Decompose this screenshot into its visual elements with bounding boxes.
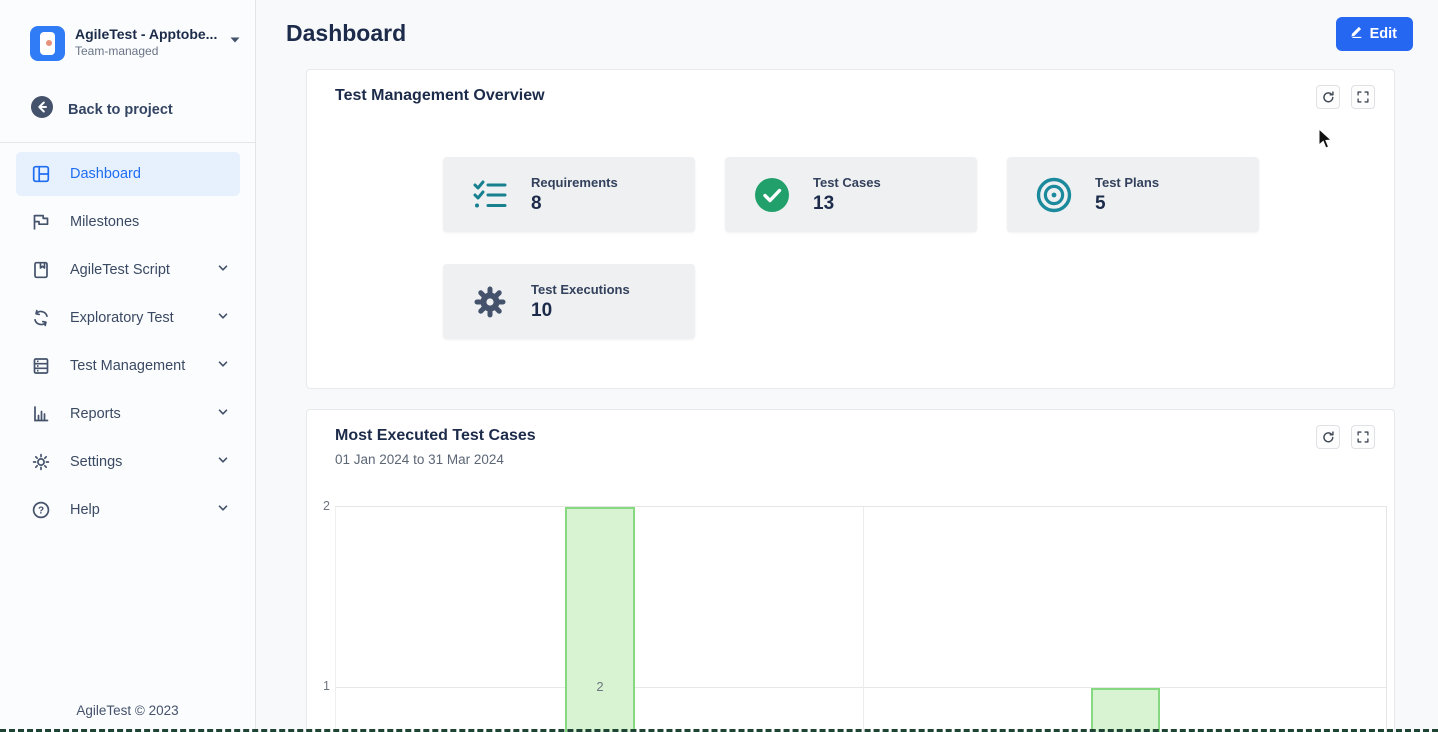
caret-down-icon: [229, 31, 241, 49]
checklist-icon: [473, 180, 507, 207]
sidebar-item-label: Milestones: [70, 214, 140, 230]
tile-value: 10: [531, 299, 553, 321]
edit-button[interactable]: Edit: [1335, 16, 1413, 51]
sidebar-item-label: AgileTest Script: [70, 262, 170, 278]
chart-bar: [1091, 688, 1160, 732]
milestone-flag-icon: [33, 214, 49, 230]
sidebar-item-settings[interactable]: Settings: [16, 440, 240, 484]
check-circle-icon: [755, 177, 789, 212]
chart-card: Most Executed Test Cases 01 Jan 2024 to …: [306, 409, 1395, 732]
mouse-cursor: [1318, 127, 1334, 155]
bar-value-label: 2: [596, 679, 604, 694]
expand-button[interactable]: [1351, 85, 1375, 109]
chevron-down-icon: [216, 453, 230, 472]
tile-label: Requirements: [531, 174, 618, 190]
y-axis-tick: 1: [323, 679, 330, 693]
tile-test-executions: Test Executions 10: [443, 264, 695, 339]
back-to-project-button[interactable]: Back to project: [0, 77, 255, 142]
sidebar-item-reports[interactable]: Reports: [16, 392, 240, 436]
sidebar-item-milestones[interactable]: Milestones: [16, 200, 240, 244]
tile-value: 8: [531, 192, 542, 214]
tile-label: Test Executions: [531, 281, 630, 297]
help-question-icon: ?: [32, 501, 50, 519]
tile-label: Test Plans: [1095, 174, 1160, 190]
sidebar-item-label: Test Management: [70, 358, 186, 374]
tile-test-plans: Test Plans 5: [1007, 157, 1259, 232]
bottom-dashed-line: [0, 729, 1438, 732]
back-arrow-icon: [30, 95, 54, 124]
chevron-down-icon: [216, 357, 230, 376]
sidebar-item-agiletest-script[interactable]: AgileTest Script: [16, 248, 240, 292]
y-axis-tick: 2: [323, 499, 330, 513]
refresh-button[interactable]: [1316, 85, 1340, 109]
sidebar: AgileTest - Apptobe... Team-managed Back…: [0, 0, 256, 732]
project-switcher[interactable]: AgileTest - Apptobe... Team-managed: [0, 0, 255, 77]
overview-card-title: Test Management Overview: [335, 87, 545, 104]
dashboard-icon: [32, 165, 50, 183]
tile-value: 13: [813, 192, 835, 214]
gear-icon: [32, 453, 50, 471]
refresh-icon: [1322, 430, 1334, 442]
overview-card: Test Management Overview: [306, 69, 1395, 389]
gear-solid-icon: [474, 286, 506, 317]
expand-button[interactable]: [1351, 425, 1375, 449]
sidebar-item-label: Reports: [70, 406, 121, 422]
project-type: Team-managed: [75, 44, 159, 58]
sidebar-footer: AgileTest © 2023: [76, 703, 179, 718]
sidebar-nav: Dashboard Milestones AgileTest Script Ex…: [0, 143, 255, 532]
stacked-rows-icon: [33, 358, 49, 374]
tile-label: Test Cases: [813, 174, 881, 190]
chart-card-title: Most Executed Test Cases: [335, 427, 536, 444]
refresh-icon: [1322, 90, 1334, 102]
sidebar-item-label: Help: [70, 502, 100, 518]
tile-requirements: Requirements 8: [443, 157, 695, 232]
fullscreen-icon: [1357, 431, 1369, 443]
gridline: [863, 507, 864, 732]
page-title: Dashboard: [286, 20, 407, 46]
sidebar-item-dashboard[interactable]: Dashboard: [16, 152, 240, 196]
sidebar-divider: [0, 142, 255, 143]
gridline: [336, 687, 1386, 688]
fullscreen-icon: [1357, 91, 1369, 103]
chart-date-range: 01 Jan 2024 to 31 Mar 2024: [335, 452, 504, 467]
project-avatar: [30, 26, 65, 61]
sync-arrows-icon: [34, 309, 48, 327]
sidebar-item-exploratory-test[interactable]: Exploratory Test: [16, 296, 240, 340]
chevron-down-icon: [216, 309, 230, 328]
sidebar-item-help[interactable]: ? Help: [16, 488, 240, 532]
back-to-project-label: Back to project: [68, 101, 173, 118]
overview-tiles: Requirements 8 Test Cases 13: [443, 157, 1366, 339]
svg-text:?: ?: [38, 506, 44, 517]
edit-button-label: Edit: [1369, 25, 1397, 42]
sidebar-item-test-management[interactable]: Test Management: [16, 344, 240, 388]
tile-test-cases: Test Cases 13: [725, 157, 977, 232]
target-icon: [1036, 177, 1072, 212]
main-content: Dashboard Edit Test Management Overview: [257, 0, 1438, 732]
sidebar-item-label: Settings: [70, 454, 123, 470]
tile-value: 5: [1095, 192, 1106, 214]
chart-bar: 2: [565, 507, 635, 732]
page-header: Dashboard Edit: [286, 0, 1413, 51]
refresh-button[interactable]: [1316, 425, 1340, 449]
bar-chart-icon: [34, 406, 49, 422]
chevron-down-icon: [216, 261, 230, 280]
bar-chart-plot: 2 1 2: [323, 499, 1387, 732]
script-file-icon: [34, 261, 48, 279]
sidebar-item-label: Dashboard: [70, 166, 141, 182]
chevron-down-icon: [216, 405, 230, 424]
project-name: AgileTest - Apptobe...: [75, 26, 218, 42]
pencil-icon: [1349, 25, 1363, 43]
sidebar-item-label: Exploratory Test: [70, 310, 174, 326]
chevron-down-icon: [216, 501, 230, 520]
